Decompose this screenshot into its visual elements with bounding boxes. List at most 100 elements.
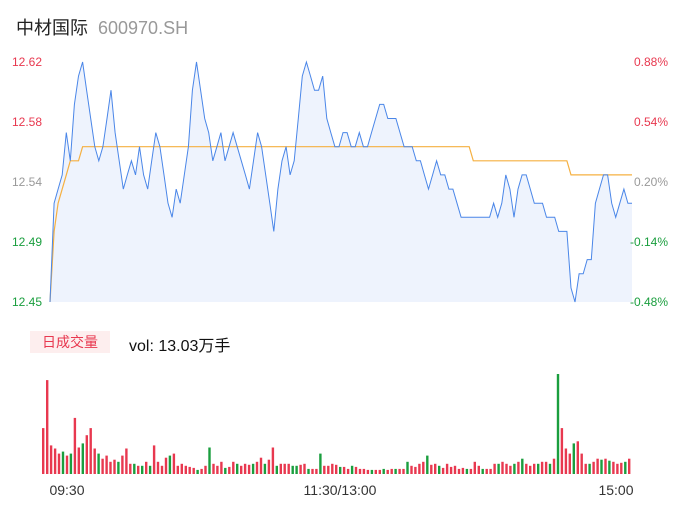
volume-bar	[513, 463, 516, 474]
price-area	[50, 62, 632, 302]
volume-bar	[271, 447, 275, 474]
stock-name: 中材国际	[16, 18, 88, 38]
volume-bar	[521, 458, 524, 474]
volume-bar	[596, 458, 599, 474]
volume-bar	[275, 465, 278, 474]
volume-bar	[251, 463, 255, 474]
volume-bar	[141, 465, 144, 474]
y-tick-label-right: -0.48%	[630, 295, 668, 309]
volume-bar	[323, 465, 326, 474]
volume-bar	[188, 466, 191, 474]
volume-bar	[628, 458, 631, 474]
volume-bar	[61, 451, 65, 474]
volume-bar	[580, 453, 583, 474]
volume-bar	[113, 459, 116, 474]
volume-bar	[287, 463, 290, 474]
y-tick-label-right: 0.88%	[634, 55, 668, 69]
volume-bar	[350, 465, 354, 474]
volume-label: vol: 13.03万手	[129, 338, 231, 355]
volume-bar	[390, 468, 393, 474]
volume-bar	[180, 463, 183, 474]
volume-bar	[196, 469, 199, 474]
volume-bar	[358, 468, 362, 474]
volume-bar	[299, 464, 302, 474]
volume-bar	[469, 468, 473, 474]
volume-bar	[473, 461, 476, 474]
volume-bar	[465, 468, 469, 474]
volume-bar	[485, 468, 488, 474]
volume-bar	[505, 463, 508, 474]
volume-bar	[311, 468, 314, 474]
volume-bar	[457, 468, 461, 474]
y-axis-left: 12.62 12.58 12.54 12.49 12.45	[12, 55, 42, 309]
volume-bar	[77, 447, 80, 474]
volume-bar	[600, 459, 603, 474]
volume-bar	[49, 445, 53, 474]
y-tick-label-left: 12.58	[12, 115, 42, 129]
stock-code: 600970.SH	[98, 18, 189, 38]
y-axis-right: 0.88% 0.54% 0.20% -0.14% -0.48%	[630, 55, 668, 309]
volume-bar	[445, 463, 449, 474]
volume-bar	[228, 466, 231, 474]
volume-bar	[176, 465, 179, 474]
volume-bar	[125, 448, 128, 474]
volume-bar	[263, 463, 267, 474]
volume-bar	[533, 463, 536, 474]
volume-bar	[137, 465, 140, 474]
volume-bar	[509, 465, 512, 474]
volume-bar	[224, 467, 227, 474]
volume-bar	[184, 465, 187, 474]
volume-bar	[453, 465, 457, 474]
volume-bar	[156, 461, 160, 474]
volume-bar	[430, 464, 433, 474]
volume-bar	[46, 380, 49, 474]
volume-bar	[497, 463, 500, 474]
volume-bar	[548, 463, 552, 474]
volume-bar	[592, 461, 595, 474]
volume-bar	[247, 464, 251, 474]
volume-bar	[291, 465, 294, 474]
volume-bar	[121, 455, 124, 474]
volume-bar	[335, 464, 338, 474]
volume-bar	[200, 468, 203, 474]
volume-bar	[572, 443, 575, 474]
volume-bar	[331, 463, 334, 474]
volume-bar	[517, 461, 520, 474]
y-tick-label-right: 0.54%	[634, 115, 668, 129]
volume-badge: 日成交量	[30, 331, 110, 353]
volume-bar	[537, 463, 540, 474]
volume-bar	[540, 461, 544, 474]
volume-bar	[366, 469, 370, 474]
volume-bar	[129, 463, 132, 474]
y-tick-label-left: 12.62	[12, 55, 42, 69]
volume-bar	[525, 463, 528, 474]
volume-bar	[152, 445, 156, 474]
y-tick-label-left: 12.54	[12, 175, 42, 189]
volume-bar	[414, 466, 417, 474]
volume-bar	[65, 455, 69, 474]
volume-bar	[339, 466, 342, 474]
volume-bar	[398, 468, 401, 474]
volume-bar	[501, 461, 504, 474]
x-tick-label: 11:30/13:00	[304, 482, 377, 498]
volume-bar	[192, 467, 195, 474]
volume-bar	[283, 463, 286, 474]
volume-bar	[608, 460, 611, 474]
volume-bar	[148, 465, 152, 474]
volume-bar	[243, 463, 247, 474]
volume-bar	[402, 468, 405, 474]
volume-bar	[410, 465, 413, 474]
volume-bar	[362, 468, 366, 474]
price-line	[49, 60, 632, 303]
x-axis: 09:30 11:30/13:00 15:00	[49, 482, 633, 498]
volume-bar	[544, 461, 548, 474]
volume-bar	[42, 428, 45, 474]
volume-bar	[584, 463, 587, 474]
volume-bar	[568, 453, 571, 474]
volume-bar	[489, 468, 492, 474]
volume-bar	[438, 465, 441, 474]
volume-bar	[434, 463, 437, 474]
volume-bar	[164, 457, 168, 474]
volume-bar	[117, 461, 120, 474]
